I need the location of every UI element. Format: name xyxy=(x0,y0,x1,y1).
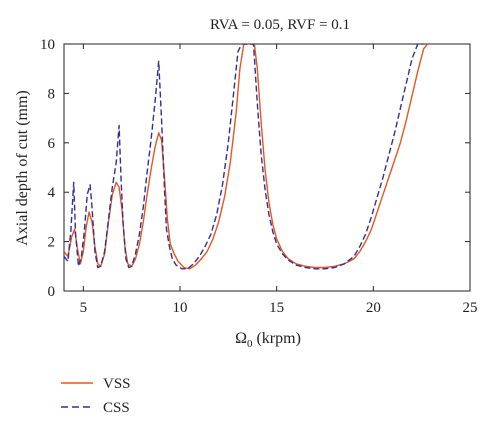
y-axis: 0 2 4 6 8 10 xyxy=(40,37,470,300)
series-layer xyxy=(64,44,429,270)
y-tick-label-10: 10 xyxy=(40,37,55,53)
x-tick-label-15: 15 xyxy=(269,300,284,316)
y-tick-label-2: 2 xyxy=(48,235,56,251)
x-tick-label-25: 25 xyxy=(463,300,478,316)
legend: VSS CSS xyxy=(61,376,131,416)
legend-label-vss: VSS xyxy=(103,376,131,392)
series-line-css xyxy=(64,44,424,270)
x-tick-label-5: 5 xyxy=(80,300,88,316)
plot-frame xyxy=(63,43,471,292)
x-axis: 5 10 15 20 25 xyxy=(80,44,478,316)
y-axis-label: Axial depth of cut (mm) xyxy=(14,90,31,246)
legend-item-vss: VSS xyxy=(61,376,131,392)
legend-label-css: CSS xyxy=(103,400,130,416)
y-tick-label-0: 0 xyxy=(48,284,56,300)
y-tick-label-4: 4 xyxy=(48,185,56,201)
series-line-vss xyxy=(64,44,429,270)
plot-area: 5 10 15 20 25 0 2 4 6 8 10 xyxy=(40,37,478,316)
x-tick-label-10: 10 xyxy=(173,300,188,316)
y-tick-label-8: 8 xyxy=(48,86,56,102)
y-tick-label-6: 6 xyxy=(48,136,56,152)
chart-title: RVA = 0.05, RVF = 0.1 xyxy=(210,17,350,33)
x-axis-label: Ω0 (krpm) xyxy=(235,330,301,350)
x-tick-label-20: 20 xyxy=(366,300,381,316)
legend-item-css: CSS xyxy=(61,400,130,416)
